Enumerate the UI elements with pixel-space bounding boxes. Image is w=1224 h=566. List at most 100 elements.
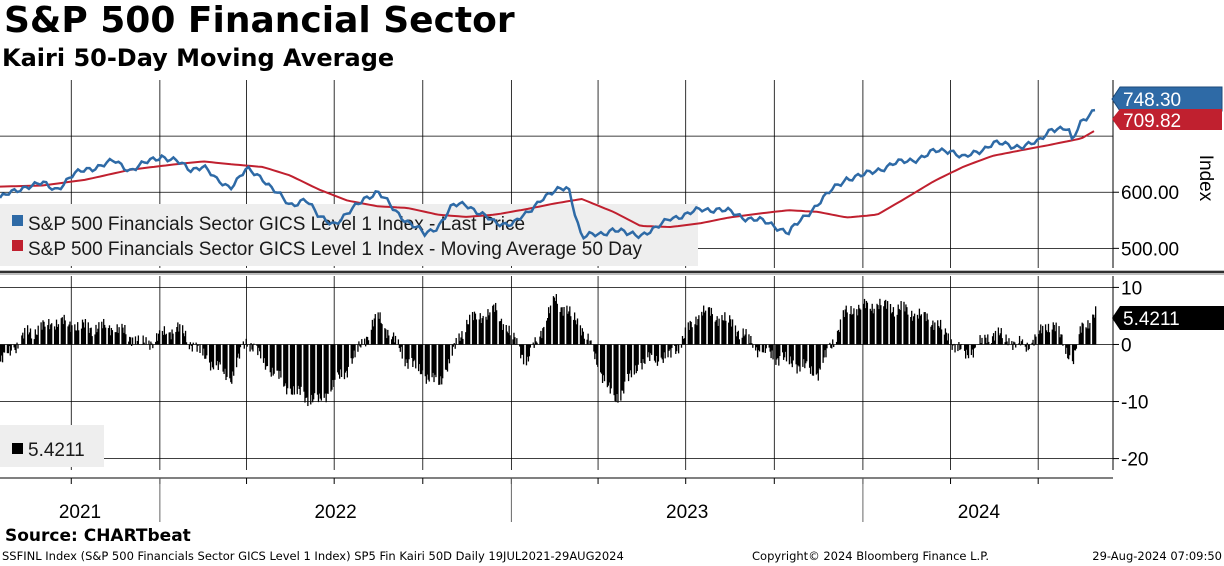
kairi-bar xyxy=(818,344,820,369)
kairi-bar xyxy=(176,327,178,345)
kairi-bar xyxy=(290,344,293,395)
kairi-bar xyxy=(103,318,105,345)
kairi-bar xyxy=(492,305,494,345)
kairi-bar xyxy=(54,329,57,345)
kairi-bar xyxy=(869,308,871,345)
kairi-bar xyxy=(636,344,638,372)
kairi-bar xyxy=(56,326,59,345)
kairi-bar xyxy=(919,315,922,345)
kairi-bar xyxy=(459,340,461,345)
kairi-bar xyxy=(224,344,226,369)
footer-timestamp: 29-Aug-2024 07:09:50 xyxy=(1092,549,1222,563)
kairi-bar xyxy=(1000,328,1002,345)
kairi-bar xyxy=(199,344,201,353)
kairi-bar xyxy=(911,310,913,345)
kairi-bar xyxy=(597,344,599,367)
kairi-bar xyxy=(417,344,420,372)
kairi-bar xyxy=(817,344,819,381)
kairi-bar xyxy=(407,344,409,369)
kairi-bar xyxy=(210,344,213,362)
kairi-bar xyxy=(398,344,401,349)
kairi-bar xyxy=(211,344,214,368)
kairi-bar xyxy=(1038,334,1040,345)
kairi-bar xyxy=(522,344,525,365)
kairi-bar xyxy=(553,297,556,345)
kairi-bar xyxy=(291,344,294,395)
kairi-bar xyxy=(415,344,417,369)
kairi-bar xyxy=(870,310,872,345)
kairi-bar xyxy=(640,344,642,364)
kairi-bar xyxy=(183,336,186,345)
kairi-bar xyxy=(217,344,219,370)
kairi-bar xyxy=(34,329,36,345)
kairi-bar xyxy=(697,319,699,345)
kairi-bar xyxy=(528,344,531,357)
kairi-bar xyxy=(35,334,37,345)
kairi-bar xyxy=(1086,328,1088,345)
kairi-bar xyxy=(1020,341,1023,345)
kairi-bar xyxy=(505,325,507,345)
kairi-bar xyxy=(269,344,271,373)
kairi-bar xyxy=(1053,324,1055,345)
kairi-bar xyxy=(907,314,909,345)
kairi-bar xyxy=(831,344,833,349)
kairi-bar xyxy=(345,344,348,371)
kairi-bar xyxy=(616,344,618,395)
kairi-bar xyxy=(44,326,46,345)
kairi-legend-swatch xyxy=(12,443,23,454)
kairi-bar xyxy=(107,328,110,345)
kairi-bar xyxy=(594,344,596,360)
kairi-bar xyxy=(507,333,509,345)
kairi-bar xyxy=(560,307,562,345)
kairi-bar xyxy=(1069,344,1071,356)
kairi-bar xyxy=(878,309,880,345)
kairi-bar xyxy=(182,325,184,345)
kairi-bar xyxy=(42,320,44,345)
kairi-bar xyxy=(276,344,278,371)
kairi-bar xyxy=(1087,320,1089,345)
kairi-bar xyxy=(235,344,238,368)
kairi-bar xyxy=(624,344,626,382)
kairi-bar xyxy=(644,344,646,364)
last-ma-value: 709.82 xyxy=(1123,111,1181,132)
kairi-bar xyxy=(749,343,751,345)
kairi-bar xyxy=(433,344,435,383)
kairi-bar xyxy=(789,344,792,357)
kairi-bar xyxy=(1021,339,1024,345)
kairi-tick-label: -10 xyxy=(1121,393,1148,414)
kairi-bar xyxy=(910,317,912,345)
kairi-bar xyxy=(863,298,866,345)
kairi-bar xyxy=(937,320,939,345)
kairi-bar xyxy=(563,307,565,345)
kairi-bar xyxy=(1044,324,1047,345)
kairi-bar xyxy=(883,306,885,345)
kairi-bar xyxy=(324,344,326,394)
kairi-bar xyxy=(377,312,379,345)
kairi-bar xyxy=(871,303,873,345)
kairi-bar xyxy=(242,341,244,345)
kairi-panel-grid xyxy=(0,276,1113,470)
kairi-bar xyxy=(370,329,373,345)
kairi-bar xyxy=(662,344,664,363)
kairi-bar xyxy=(304,344,306,403)
kairi-bar xyxy=(412,344,414,368)
kairi-bar xyxy=(330,344,332,392)
kairi-bar xyxy=(576,318,579,345)
kairi-bar xyxy=(307,344,309,407)
kairi-bar xyxy=(1059,337,1061,345)
kairi-bar xyxy=(873,308,875,345)
kairi-bar xyxy=(279,344,281,371)
kairi-bar xyxy=(164,334,166,345)
kairi-bar xyxy=(842,310,844,345)
kairi-bar xyxy=(111,330,114,345)
kairi-bar xyxy=(920,314,922,345)
kairi-bar xyxy=(96,332,98,345)
kairi-bar xyxy=(182,333,185,345)
kairi-bar xyxy=(772,344,774,360)
kairi-bar xyxy=(191,344,193,352)
kairi-bar xyxy=(327,344,329,394)
price-tick-label: 600.00 xyxy=(1121,183,1179,204)
kairi-bar xyxy=(980,343,982,345)
kairi-bar xyxy=(1060,334,1062,345)
